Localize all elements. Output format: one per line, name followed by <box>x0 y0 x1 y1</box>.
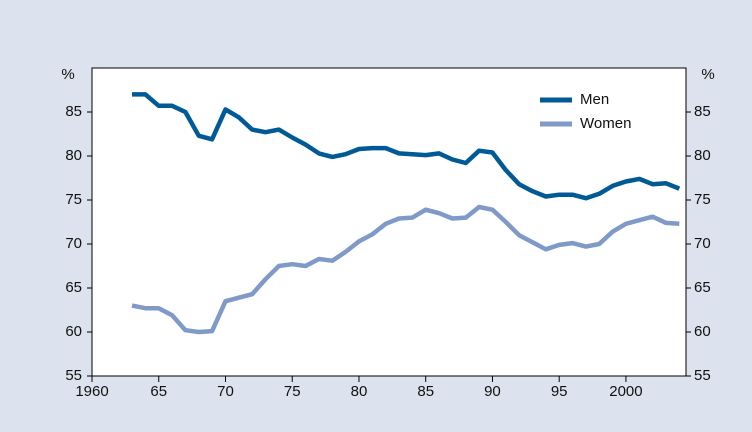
y2-tick-label: 55 <box>694 367 711 384</box>
y-tick-label: 60 <box>65 323 82 340</box>
y2-tick-label: 70 <box>694 235 711 252</box>
x-tick-label: 85 <box>417 383 434 400</box>
y2-axis-label: % <box>701 66 714 83</box>
x-tick-label: 65 <box>150 383 167 400</box>
y-tick-label: 55 <box>65 367 82 384</box>
line-series <box>131 204 680 335</box>
line-series <box>132 92 681 201</box>
y2-tick-label: 60 <box>694 323 711 340</box>
y-axis-label: % <box>61 66 74 83</box>
x-tick-label: 80 <box>351 383 368 400</box>
y2-tick-label: 85 <box>694 103 711 120</box>
y-tick-label: 65 <box>65 279 82 296</box>
y-tick-label: 75 <box>65 191 82 208</box>
legend-label: Women <box>580 115 631 132</box>
y2-tick-label: 75 <box>694 191 711 208</box>
x-tick-label: 1960 <box>75 383 108 400</box>
legend-label: Men <box>580 91 609 108</box>
x-tick-label: 90 <box>484 383 501 400</box>
x-tick-label: 70 <box>217 383 234 400</box>
y2-tick-label: 80 <box>694 147 711 164</box>
y-tick-label: 80 <box>65 147 82 164</box>
y-tick-label: 85 <box>65 103 82 120</box>
x-tick-label: 2000 <box>609 383 642 400</box>
y2-tick-label: 65 <box>694 279 711 296</box>
x-tick-label: 95 <box>551 383 568 400</box>
x-tick-label: 75 <box>284 383 301 400</box>
y-tick-label: 70 <box>65 235 82 252</box>
